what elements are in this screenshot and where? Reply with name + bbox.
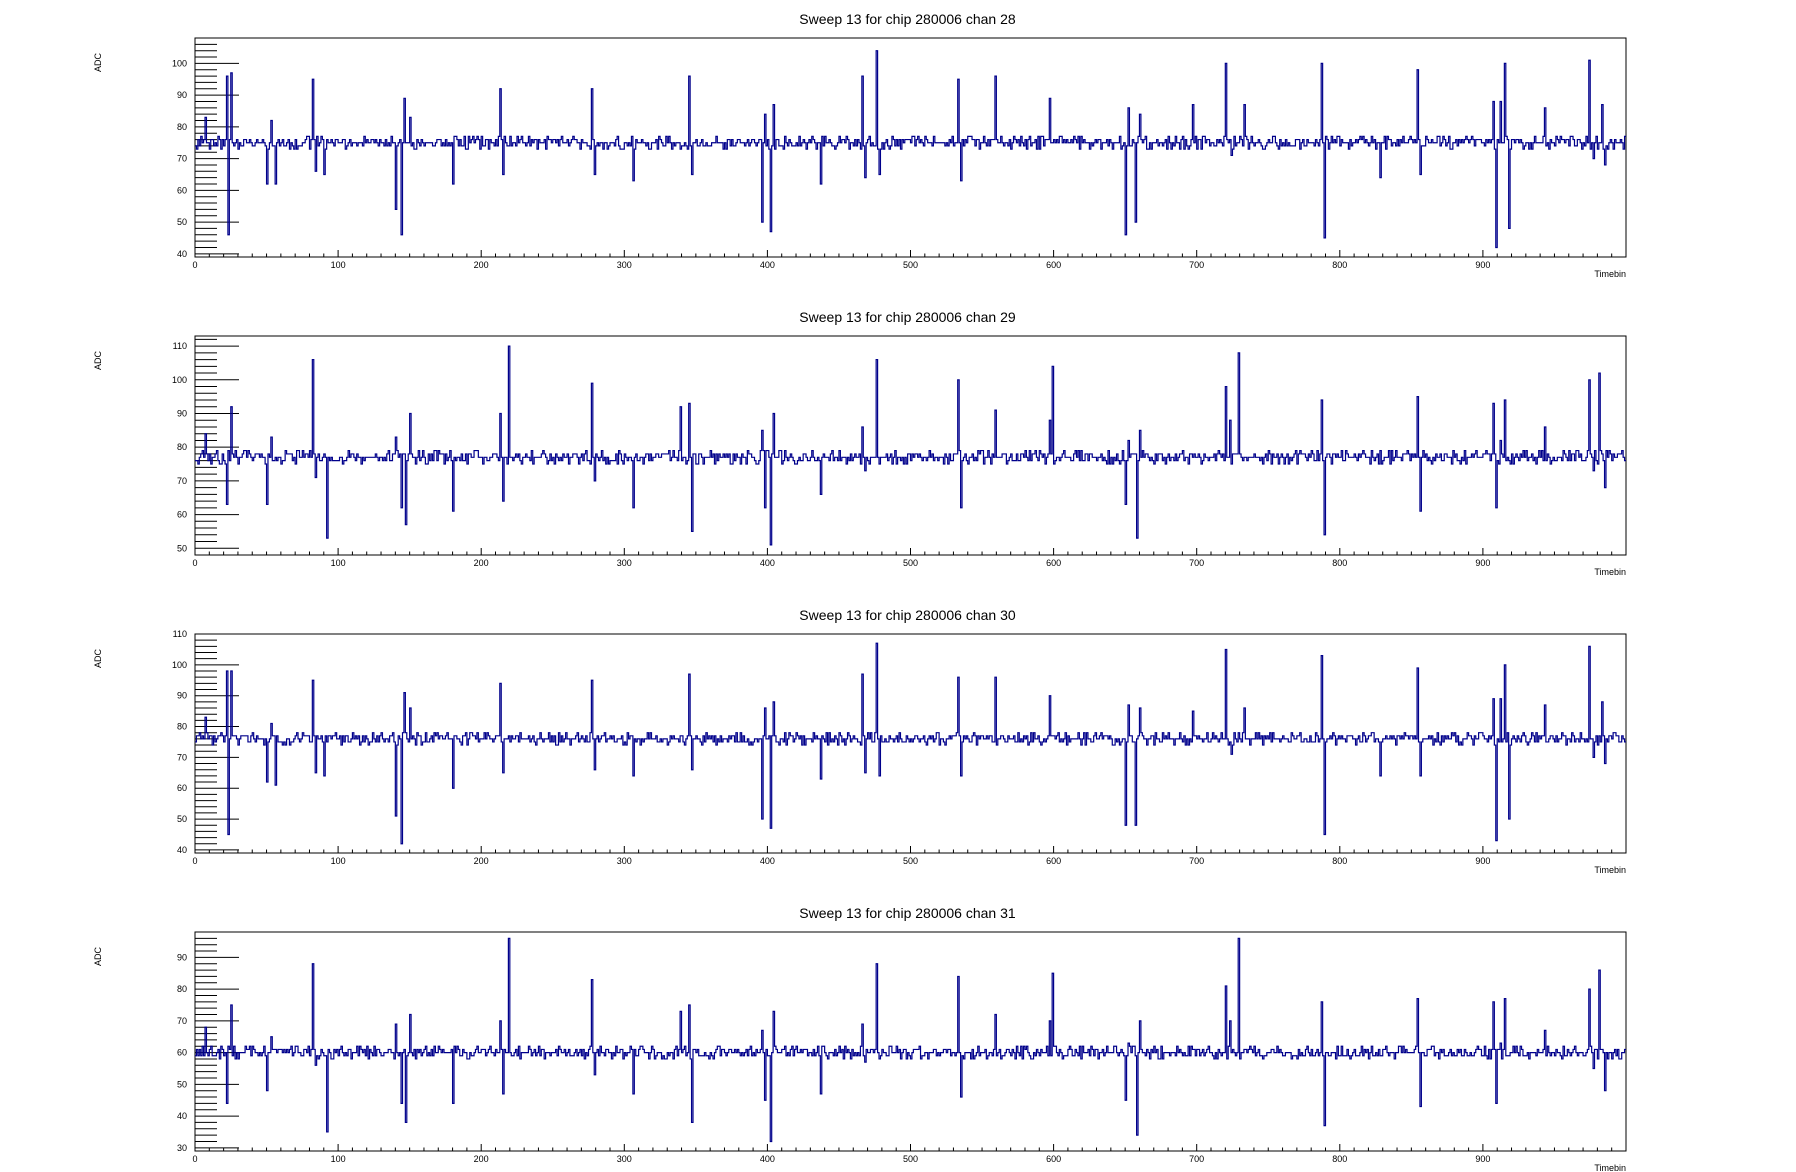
chart-panel-1: Sweep 13 for chip 280006 chan 29 ADC Timeb…: [93, 309, 1627, 577]
y-tick-label: 80: [177, 442, 187, 452]
y-tick-label: 90: [177, 691, 187, 701]
y-axis-label: ADC: [93, 351, 103, 371]
y-axis-label: ADC: [93, 947, 103, 967]
y-tick-label: 100: [172, 660, 187, 670]
x-tick-label: 600: [1046, 1154, 1061, 1164]
x-tick-label: 900: [1475, 260, 1490, 270]
x-tick-label: 600: [1046, 558, 1061, 568]
x-tick-label: 100: [331, 1154, 346, 1164]
y-tick-label: 60: [177, 1048, 187, 1058]
x-axis-label: Timebin: [1594, 1163, 1626, 1172]
adc-trace: [195, 50, 1626, 249]
y-tick-label: 70: [177, 1016, 187, 1026]
y-tick-label: 50: [177, 1079, 187, 1089]
x-tick-label: 900: [1475, 558, 1490, 568]
x-tick-label: 700: [1189, 1154, 1204, 1164]
x-tick-label: 500: [903, 856, 918, 866]
x-tick-label: 900: [1475, 1154, 1490, 1164]
x-tick-label: 800: [1332, 260, 1347, 270]
x-tick-label: 500: [903, 558, 918, 568]
x-tick-label: 200: [474, 1154, 489, 1164]
x-tick-label: 200: [474, 856, 489, 866]
plot-frame: [194, 633, 1627, 854]
x-tick-label: 300: [617, 856, 632, 866]
x-tick-label: 800: [1332, 558, 1347, 568]
y-tick-label: 90: [177, 90, 187, 100]
chart-panel-3: Sweep 13 for chip 280006 chan 31 ADC Timeb…: [93, 905, 1627, 1172]
x-tick-label: 100: [331, 856, 346, 866]
y-tick-label: 70: [177, 752, 187, 762]
x-tick-label: 300: [617, 260, 632, 270]
x-tick-label: 800: [1332, 856, 1347, 866]
x-axis-label: Timebin: [1594, 567, 1626, 577]
x-tick-label: 400: [760, 856, 775, 866]
x-axis-label: Timebin: [1594, 865, 1626, 875]
y-tick-label: 50: [177, 814, 187, 824]
x-tick-label: 400: [760, 260, 775, 270]
x-tick-label: 600: [1046, 856, 1061, 866]
y-tick-label: 80: [177, 722, 187, 732]
x-tick-label: 700: [1189, 856, 1204, 866]
chart-title: Sweep 13 for chip 280006 chan 28: [799, 11, 1016, 27]
x-tick-label: 0: [192, 558, 197, 568]
chart-title: Sweep 13 for chip 280006 chan 30: [799, 607, 1016, 623]
y-tick-label: 70: [177, 154, 187, 164]
x-tick-label: 100: [331, 260, 346, 270]
x-tick-label: 700: [1189, 260, 1204, 270]
y-tick-label: 60: [177, 510, 187, 520]
adc-trace: [195, 642, 1626, 845]
y-tick-label: 40: [177, 1111, 187, 1121]
y-tick-label: 40: [177, 845, 187, 855]
chart-title: Sweep 13 for chip 280006 chan 29: [799, 309, 1016, 325]
x-tick-label: 500: [903, 260, 918, 270]
y-tick-label: 110: [173, 341, 187, 351]
chart-panel-0: Sweep 13 for chip 280006 chan 28 ADC Timeb…: [93, 11, 1627, 279]
y-tick-label: 60: [177, 783, 187, 793]
chart-panel-2: Sweep 13 for chip 280006 chan 30 ADC Timeb…: [93, 607, 1627, 875]
y-tick-label: 30: [177, 1143, 187, 1153]
chart-title: Sweep 13 for chip 280006 chan 31: [799, 905, 1016, 921]
y-tick-label: 100: [172, 58, 187, 68]
y-tick-label: 80: [177, 122, 187, 132]
y-tick-label: 100: [172, 375, 187, 385]
y-tick-label: 90: [177, 952, 187, 962]
y-tick-label: 70: [177, 476, 187, 486]
x-tick-label: 400: [760, 1154, 775, 1164]
x-tick-label: 0: [192, 260, 197, 270]
x-tick-label: 500: [903, 1154, 918, 1164]
x-tick-label: 300: [617, 558, 632, 568]
plot-frame: [194, 37, 1627, 258]
x-tick-label: 200: [474, 260, 489, 270]
y-tick-label: 60: [177, 185, 187, 195]
y-tick-label: 40: [177, 249, 187, 259]
y-axis-label: ADC: [93, 649, 103, 669]
x-tick-label: 700: [1189, 558, 1204, 568]
y-tick-label: 90: [177, 408, 187, 418]
adc-trace: [195, 937, 1626, 1143]
y-tick-label: 80: [177, 984, 187, 994]
y-tick-label: 110: [173, 629, 187, 639]
x-tick-label: 0: [192, 1154, 197, 1164]
adc-trace: [195, 345, 1626, 546]
x-tick-label: 900: [1475, 856, 1490, 866]
x-tick-label: 400: [760, 558, 775, 568]
y-axis-label: ADC: [93, 53, 103, 73]
y-tick-label: 50: [177, 217, 187, 227]
x-tick-label: 300: [617, 1154, 632, 1164]
x-axis-label: Timebin: [1594, 269, 1626, 279]
x-tick-label: 0: [192, 856, 197, 866]
y-tick-label: 50: [177, 543, 187, 553]
x-tick-label: 600: [1046, 260, 1061, 270]
x-tick-label: 100: [331, 558, 346, 568]
x-tick-label: 800: [1332, 1154, 1347, 1164]
x-tick-label: 200: [474, 558, 489, 568]
